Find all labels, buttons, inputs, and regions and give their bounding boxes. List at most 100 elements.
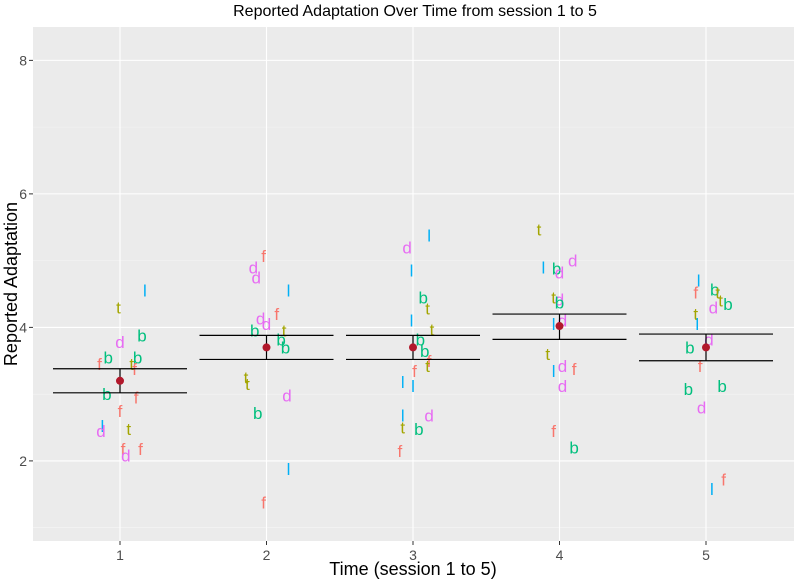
point-label-t: t — [430, 320, 435, 339]
point-label-d: d — [262, 315, 271, 334]
data-points: ltbdbbftfbfftldffdfddlfddbtbbttdblfldlbt… — [96, 220, 732, 512]
point-label-b: b — [717, 377, 726, 396]
point-label-f: f — [134, 388, 139, 407]
point-label-d: d — [558, 312, 567, 331]
point-label-b: b — [414, 420, 423, 439]
point-label-l: l — [697, 272, 701, 291]
y-tick-label: 8 — [19, 52, 27, 68]
point-label-b: b — [253, 404, 262, 423]
summary-marks — [53, 313, 773, 394]
point-label-f: f — [138, 440, 143, 459]
x-axis: 1 2 3 4 5 — [116, 541, 710, 563]
point-label-l: l — [410, 312, 414, 331]
y-tick-label: 2 — [19, 453, 27, 469]
point-label-b: b — [104, 348, 113, 367]
point-label-f: f — [412, 362, 417, 381]
point-label-l: l — [427, 226, 431, 245]
point-label-f: f — [551, 422, 556, 441]
point-label-l: l — [401, 373, 405, 392]
point-label-d: d — [568, 252, 577, 271]
point-label-t: t — [715, 284, 720, 303]
point-label-t: t — [282, 322, 287, 341]
point-label-f: f — [572, 360, 577, 379]
point-label-d: d — [121, 447, 130, 466]
x-axis-title: Time (session 1 to 5) — [329, 559, 496, 579]
point-label-t: t — [245, 375, 250, 394]
point-label-b: b — [416, 330, 425, 349]
point-label-b: b — [555, 294, 564, 313]
point-label-f: f — [721, 471, 726, 490]
point-label-b: b — [137, 326, 146, 345]
point-label-b: b — [250, 322, 259, 341]
point-label-d: d — [256, 310, 265, 329]
point-label-d: d — [555, 290, 564, 309]
point-label-b: b — [276, 330, 285, 349]
x-tick-label: 2 — [263, 547, 271, 563]
gridlines — [33, 27, 794, 541]
point-label-f: f — [693, 284, 698, 303]
point-label-t: t — [244, 368, 249, 387]
point-label-b: b — [723, 295, 732, 314]
point-label-d: d — [558, 357, 567, 376]
point-label-d: d — [115, 333, 124, 352]
point-label-l: l — [101, 417, 105, 436]
point-label-t: t — [425, 357, 430, 376]
point-label-l: l — [287, 282, 291, 301]
point-label-b: b — [685, 338, 694, 357]
y-axis-title: Reported Adaptation — [1, 202, 21, 366]
x-tick-label: 3 — [409, 547, 417, 563]
point-label-d: d — [558, 377, 567, 396]
point-label-l: l — [695, 315, 699, 334]
point-label-l: l — [287, 460, 291, 479]
point-label-b: b — [102, 385, 111, 404]
point-label-t: t — [537, 220, 542, 239]
point-label-d: d — [282, 386, 291, 405]
point-label-t: t — [400, 419, 405, 438]
point-label-t: t — [129, 355, 134, 374]
point-label-l: l — [410, 262, 414, 281]
point-label-t: t — [693, 305, 698, 324]
point-label-f: f — [261, 493, 266, 512]
point-label-b: b — [552, 260, 561, 279]
point-label-b: b — [710, 280, 719, 299]
point-label-t: t — [545, 345, 550, 364]
point-label-d: d — [424, 407, 433, 426]
x-tick-label: 5 — [702, 547, 710, 563]
mean-point — [116, 376, 124, 385]
mean-point — [702, 343, 710, 352]
point-label-d: d — [96, 422, 105, 441]
point-label-f: f — [97, 355, 102, 374]
point-label-d: d — [252, 268, 261, 287]
point-label-t: t — [126, 420, 131, 439]
mean-point — [555, 322, 564, 331]
x-tick-label: 1 — [116, 547, 124, 563]
y-tick-label: 4 — [19, 319, 27, 335]
point-label-f: f — [121, 440, 126, 459]
point-label-t: t — [718, 292, 723, 311]
mean-point — [409, 343, 417, 352]
point-label-d: d — [697, 398, 706, 417]
point-label-l: l — [710, 480, 714, 499]
point-label-l: l — [552, 362, 556, 381]
point-label-b: b — [133, 348, 142, 367]
y-axis: 2 4 6 8 — [19, 52, 33, 469]
mean-point — [262, 343, 271, 352]
point-label-f: f — [427, 352, 432, 371]
point-label-t: t — [551, 288, 556, 307]
point-label-l: l — [143, 282, 147, 301]
point-label-d: d — [402, 238, 411, 257]
point-label-f: f — [274, 305, 279, 324]
point-label-f: f — [118, 402, 123, 421]
point-label-b: b — [569, 439, 578, 458]
point-label-b: b — [684, 380, 693, 399]
point-label-l: l — [552, 315, 556, 334]
point-label-d: d — [249, 258, 258, 277]
point-label-f: f — [698, 357, 703, 376]
point-label-d: d — [709, 298, 718, 317]
point-label-l: l — [411, 377, 415, 396]
y-tick-label: 6 — [19, 186, 27, 202]
point-label-b: b — [281, 338, 290, 357]
point-label-f: f — [261, 247, 266, 266]
point-label-t: t — [116, 298, 121, 317]
